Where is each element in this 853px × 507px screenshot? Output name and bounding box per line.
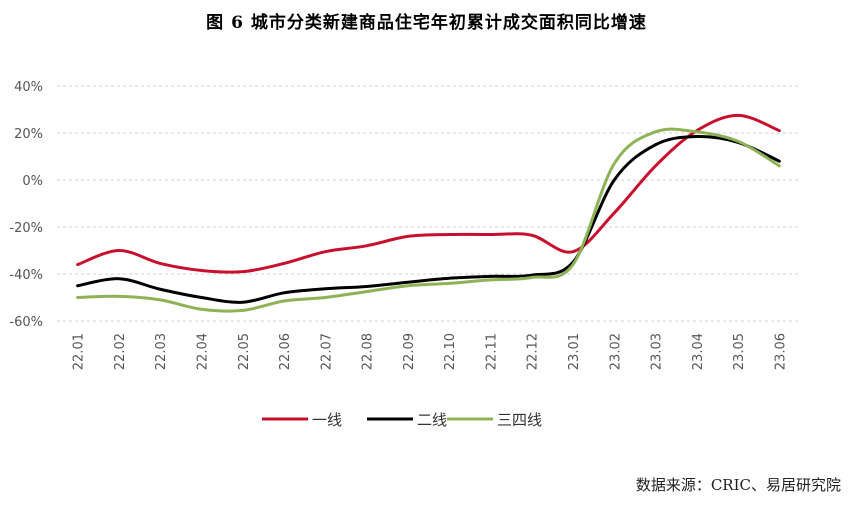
- y-tick-label: 40%: [14, 80, 43, 95]
- x-tick-label: 22.06: [278, 333, 293, 370]
- x-tick-label: 22.01: [72, 333, 87, 370]
- x-tick-label: 22.07: [319, 333, 334, 370]
- series-line-三四线: [76, 127, 781, 313]
- legend-label: 二线: [417, 411, 447, 429]
- y-tick-label: 20%: [14, 127, 43, 142]
- y-tick-label: -20%: [9, 221, 43, 236]
- x-tick-label: 22.11: [484, 333, 499, 370]
- x-tick-label: 23.03: [650, 333, 665, 370]
- x-tick-label: 22.03: [154, 333, 169, 370]
- series-line-一线: [76, 113, 781, 274]
- series-line-二线: [76, 134, 781, 304]
- source-note: 数据来源：CRIC、易居研究院: [635, 476, 841, 494]
- x-tick-label: 22.04: [195, 333, 210, 370]
- series-lines: [76, 113, 781, 313]
- x-axis-ticks: 22.01 22.02 22.03 22.04 22.05 22.06 22.07 22.08…: [72, 333, 789, 370]
- legend-label: 三四线: [497, 411, 542, 429]
- x-tick-label: 23.06: [773, 333, 788, 370]
- x-tick-label: 22.05: [237, 333, 252, 370]
- legend-label: 一线: [312, 411, 342, 429]
- y-axis-ticks: 40% 20% 0% -20% -40% -60%: [9, 80, 43, 330]
- legend: 一线 二线 三四线: [262, 411, 542, 429]
- x-tick-label: 22.12: [526, 333, 541, 370]
- x-tick-label: 23.05: [732, 333, 747, 370]
- x-tick-label: 23.01: [567, 333, 582, 370]
- x-tick-label: 22.09: [402, 333, 417, 370]
- y-tick-label: 0%: [22, 174, 43, 189]
- chart-title: 图 6 城市分类新建商品住宅年初累计成交面积同比增速: [206, 13, 647, 33]
- y-tick-label: -60%: [9, 315, 43, 330]
- x-tick-label: 23.04: [691, 333, 706, 370]
- x-tick-label: 23.02: [608, 333, 623, 370]
- gridlines: [57, 85, 800, 322]
- x-tick-label: 22.08: [361, 333, 376, 370]
- y-tick-label: -40%: [9, 268, 43, 283]
- x-tick-label: 22.02: [113, 333, 128, 370]
- x-tick-label: 22.10: [443, 333, 458, 370]
